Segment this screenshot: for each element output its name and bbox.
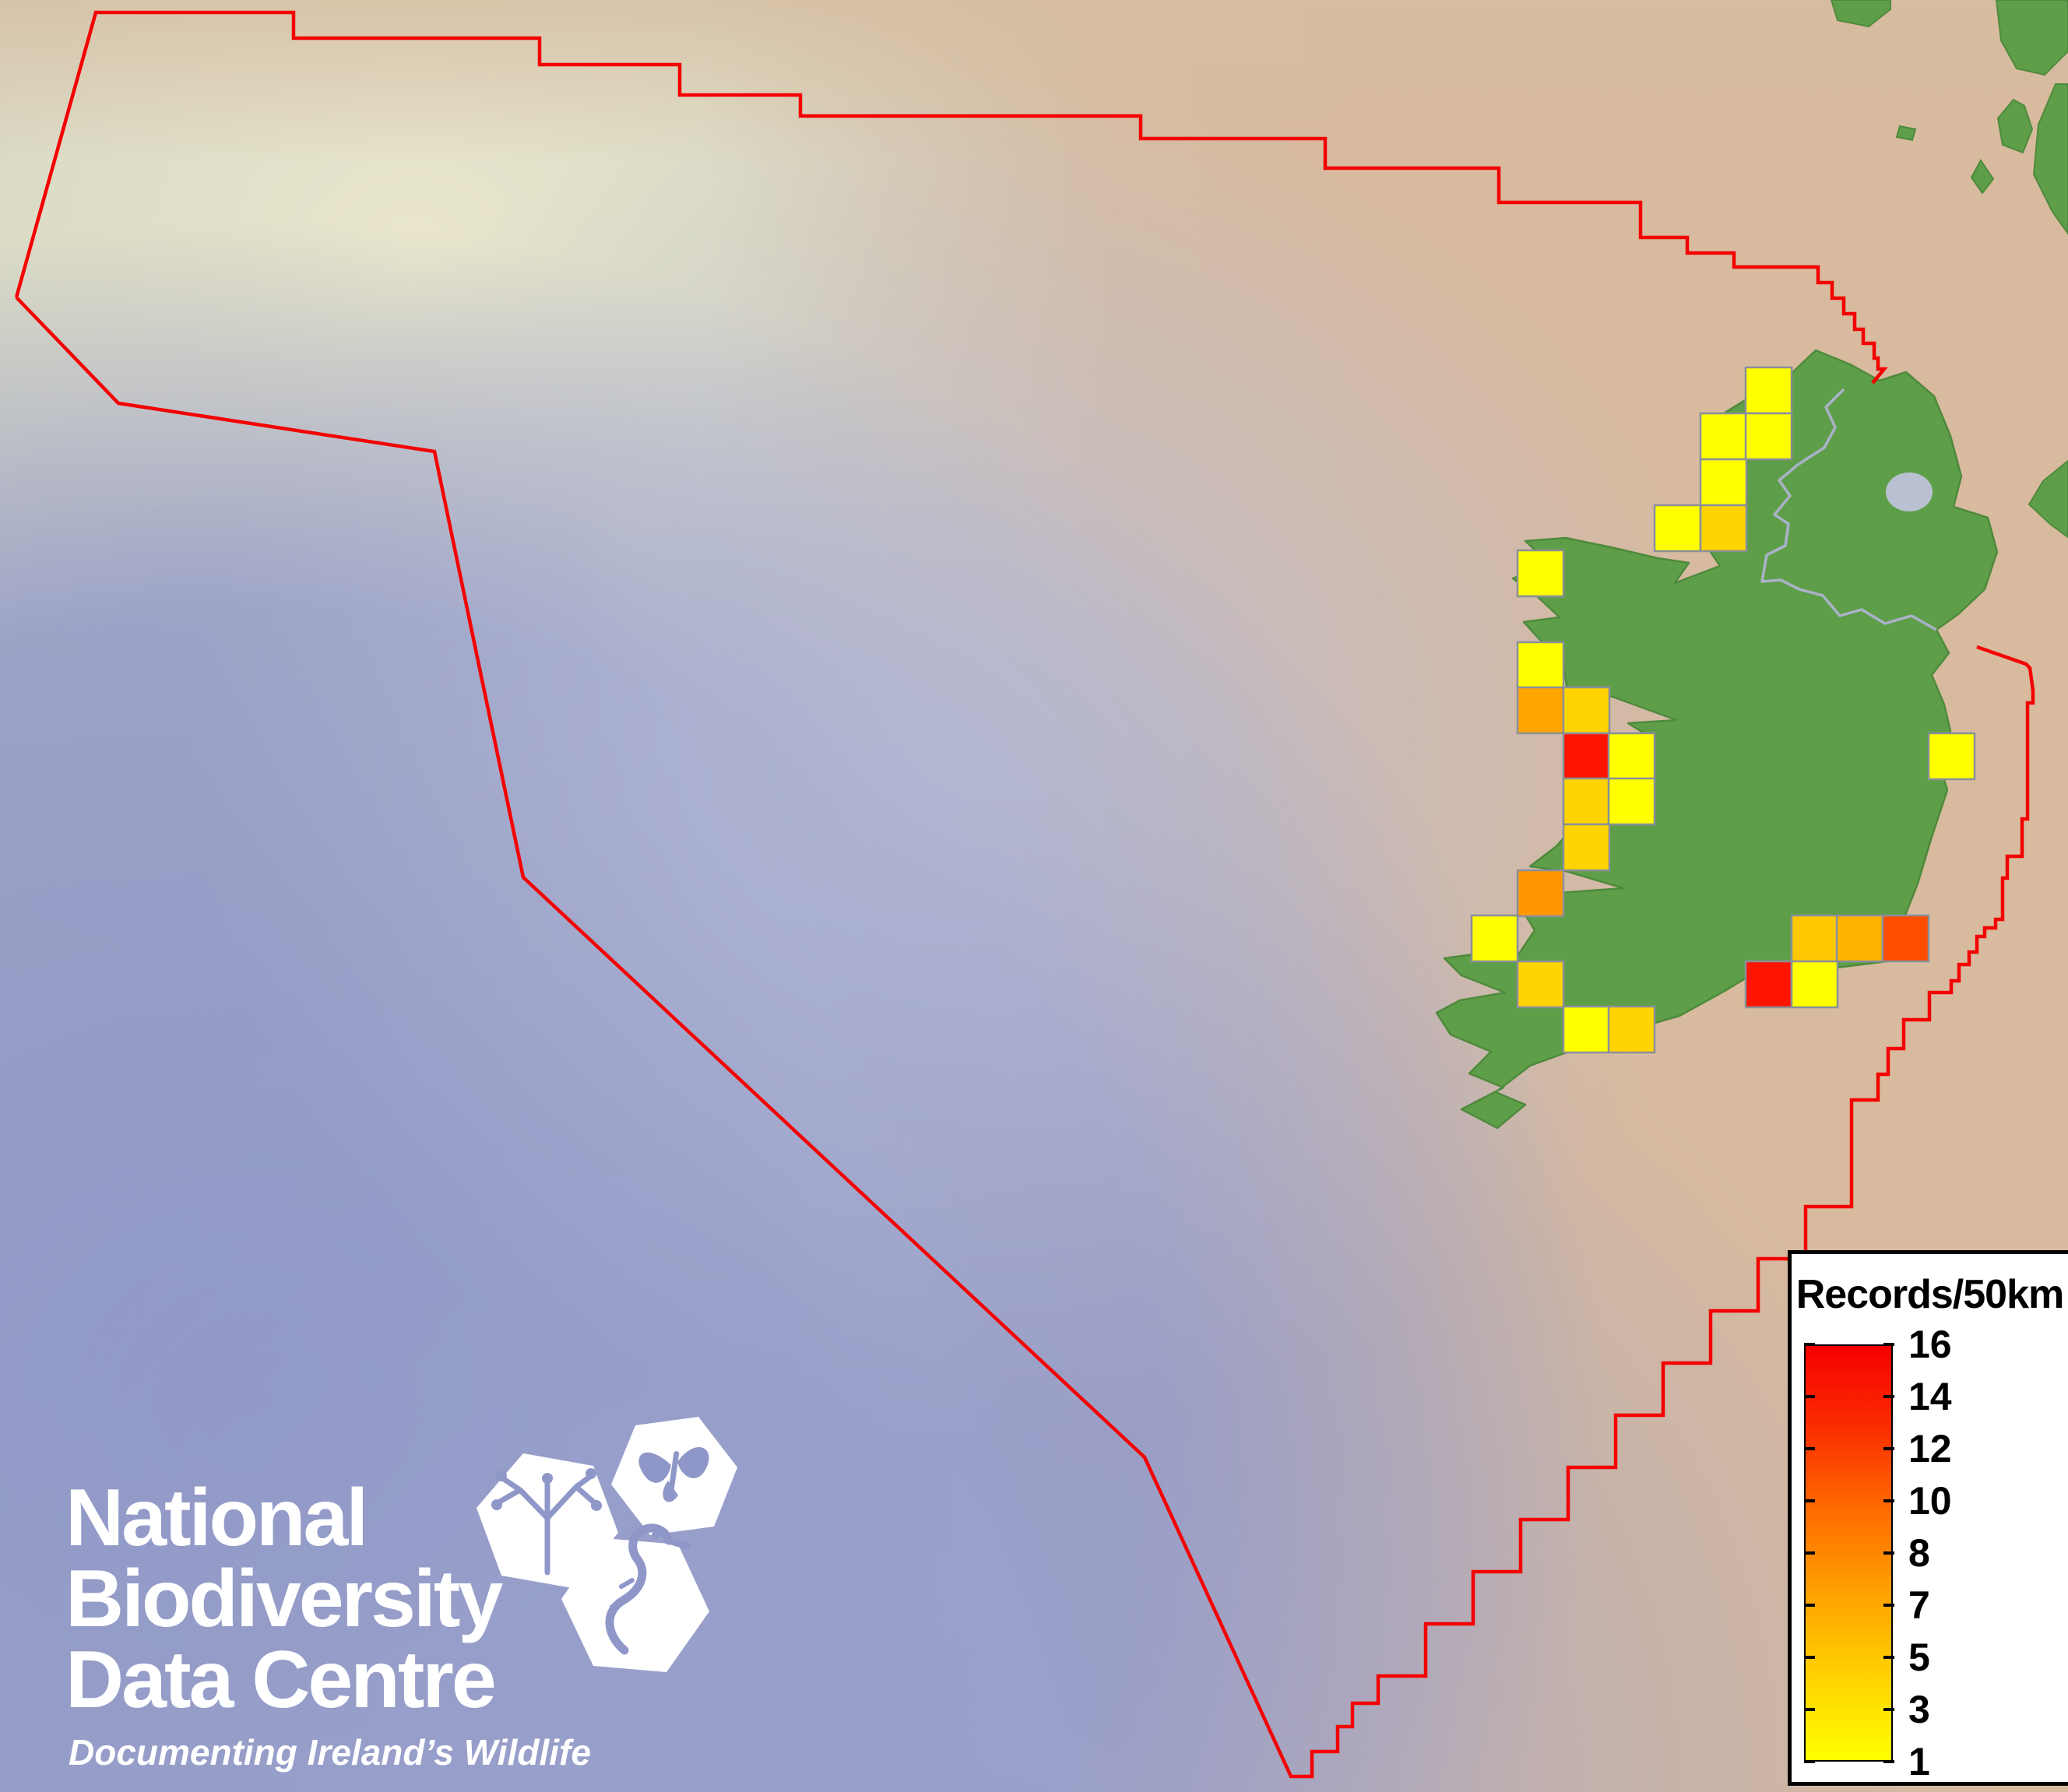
uk-landmass xyxy=(1830,0,1891,28)
record-grid-cell[interactable] xyxy=(1516,686,1565,735)
hexagon-seahorse-icon xyxy=(561,1523,709,1672)
legend-tick-mark xyxy=(1804,1395,1815,1398)
uk-landmass xyxy=(2032,83,2068,235)
record-grid-cell[interactable] xyxy=(1790,914,1839,963)
record-grid-cell[interactable] xyxy=(1607,732,1656,781)
hexagon-plant-icon xyxy=(477,1453,618,1588)
logo-text-line2: Biodiversity xyxy=(65,1554,503,1644)
legend-tick-mark xyxy=(1804,1656,1815,1659)
record-grid-cell[interactable] xyxy=(1562,823,1611,872)
uk-landmass xyxy=(2028,459,2068,539)
uk-landmass xyxy=(1895,125,1917,142)
legend-tick-mark xyxy=(1804,1604,1815,1607)
record-grid-cell[interactable] xyxy=(1835,914,1884,963)
legend-tick-label: 5 xyxy=(1908,1636,1930,1679)
record-grid-cell[interactable] xyxy=(1744,412,1793,461)
legend-tick-mark xyxy=(1883,1395,1894,1398)
legend-tick-mark xyxy=(1804,1760,1815,1763)
legend-tick-label: 14 xyxy=(1908,1375,1952,1418)
record-grid-cell[interactable] xyxy=(1562,1005,1611,1054)
hexagon-butterfly-icon xyxy=(611,1417,737,1535)
legend-tick-mark xyxy=(1883,1708,1894,1711)
record-grid-cell[interactable] xyxy=(1699,504,1748,553)
map-legend: Records/50km 16 14 12 10 8 7 5 3 1 xyxy=(1788,1250,2068,1786)
legend-tick-label: 16 xyxy=(1908,1323,1952,1366)
legend-tick-label: 12 xyxy=(1908,1427,1952,1470)
legend-tick-mark xyxy=(1883,1656,1894,1659)
uk-landmass xyxy=(1995,0,2068,76)
legend-title: Records/50km xyxy=(1795,1272,2065,1317)
legend-tick-label: 10 xyxy=(1908,1479,1952,1523)
legend-tick-mark xyxy=(1883,1447,1894,1450)
uk-landmass xyxy=(1996,98,2034,154)
logo-tagline: Documenting Ireland’s Wildlife xyxy=(69,1732,591,1773)
legend-tick-mark xyxy=(1883,1604,1894,1607)
legend-color-ramp xyxy=(1804,1344,1893,1762)
legend-tick-mark xyxy=(1883,1760,1894,1763)
record-grid-cell[interactable] xyxy=(1881,914,1930,963)
record-grid-cell[interactable] xyxy=(1790,960,1839,1009)
legend-tick-mark xyxy=(1883,1343,1894,1346)
record-grid-cell[interactable] xyxy=(1562,732,1611,781)
lough-neagh xyxy=(1886,473,1933,511)
record-grid-cell[interactable] xyxy=(1470,914,1519,963)
record-grid-cell[interactable] xyxy=(1516,869,1565,918)
legend-tick-mark xyxy=(1804,1499,1815,1502)
record-grid-cell[interactable] xyxy=(1653,504,1702,553)
legend-tick-mark xyxy=(1883,1551,1894,1555)
record-grid-cell[interactable] xyxy=(1744,960,1793,1009)
legend-tick-label: 7 xyxy=(1908,1583,1930,1627)
logo-text-line3: Data Centre xyxy=(65,1635,497,1725)
legend-tick-mark xyxy=(1883,1499,1894,1502)
legend-tick-mark xyxy=(1804,1708,1815,1711)
legend-tick-label: 8 xyxy=(1908,1531,1930,1575)
designated-area-boundary-south xyxy=(15,296,2035,1779)
legend-tick-label: 1 xyxy=(1908,1740,1930,1783)
record-grid-cell[interactable] xyxy=(1562,686,1611,735)
legend-tick-mark xyxy=(1804,1551,1815,1555)
record-grid-cell[interactable] xyxy=(1744,366,1793,415)
record-grid-cell[interactable] xyxy=(1516,960,1565,1009)
record-grid-cell[interactable] xyxy=(1927,732,1976,781)
legend-tick-mark xyxy=(1804,1343,1815,1346)
legend-tick-label: 3 xyxy=(1908,1688,1930,1731)
uk-landmass xyxy=(1970,159,1995,195)
ni-border-line xyxy=(1760,388,1937,631)
designated-area-boundary-north xyxy=(14,10,1888,385)
record-grid-cell[interactable] xyxy=(1607,777,1656,826)
logo-text-line1: National xyxy=(65,1473,368,1563)
record-grid-cell[interactable] xyxy=(1516,549,1565,598)
legend-tick-mark xyxy=(1804,1447,1815,1450)
record-grid-cell[interactable] xyxy=(1607,1005,1656,1054)
